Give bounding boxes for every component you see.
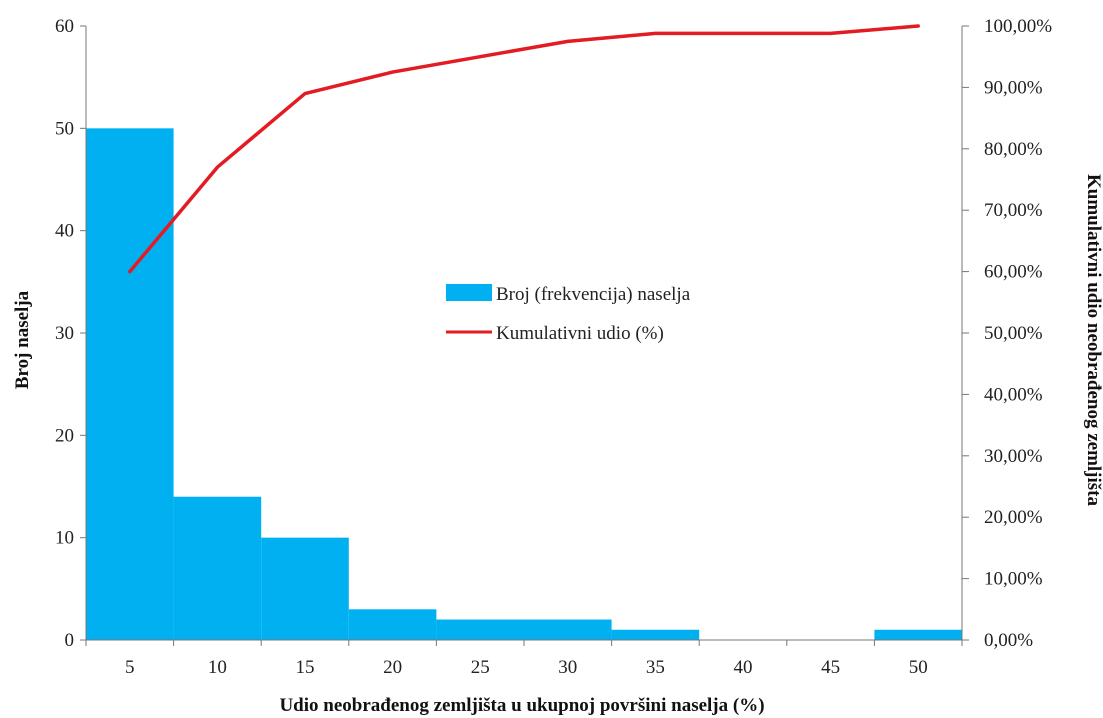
bar (436, 619, 524, 640)
bar (348, 609, 437, 640)
x-tick-label: 15 (296, 657, 315, 678)
y-tick-label: 10 (55, 528, 74, 549)
y-tick-label: 50 (55, 118, 74, 139)
bars-group (86, 128, 962, 641)
y2-tick-label: 0,00% (984, 630, 1033, 651)
x-tick-label: 20 (383, 657, 402, 678)
y2-tick-label: 60,00% (984, 262, 1043, 283)
legend: Broj (frekvencija) naselja Kumulativni u… (446, 284, 691, 344)
y2-tick-label: 50,00% (984, 323, 1043, 344)
x-tick-label: 30 (558, 657, 577, 678)
line-point (566, 39, 570, 43)
y-tick-label: 40 (55, 221, 74, 242)
y2-tick-label: 40,00% (984, 384, 1043, 405)
line-point (829, 31, 833, 35)
y-axis-title: Broj naselja (12, 290, 33, 389)
cumulative-line (128, 24, 920, 274)
bar (86, 128, 174, 641)
y-tick-label: 30 (55, 323, 74, 344)
line-point (391, 70, 395, 74)
bar (261, 537, 349, 640)
x-tick-label: 45 (821, 657, 840, 678)
x-tick-label: 5 (125, 657, 135, 678)
y-tick-label: 20 (55, 425, 74, 446)
legend-swatch-bars (446, 284, 492, 301)
line-point (215, 165, 219, 169)
line-point (653, 31, 657, 35)
line-point (303, 92, 307, 96)
y-tick-label: 0 (65, 630, 75, 651)
x-tick-label: 40 (734, 657, 753, 678)
y2-tick-label: 80,00% (984, 139, 1043, 160)
y2-tick-label: 20,00% (984, 507, 1043, 528)
line-point (741, 31, 745, 35)
axes-group: 0 10 20 30 40 50 60 0,00% 10,00% 20,00% 30,00% 40,0… (55, 16, 1052, 678)
bar (524, 619, 612, 640)
line-point (916, 24, 920, 28)
y2-tick-label: 100,00% (984, 16, 1052, 37)
y2-tick-label: 70,00% (984, 200, 1043, 221)
y2-tick-label: 30,00% (984, 446, 1043, 467)
x-tick-label: 25 (471, 657, 490, 678)
cumulative-line-group (128, 24, 920, 274)
legend-label-line: Kumulativni udio (%) (496, 323, 664, 344)
y2-tick-label: 10,00% (984, 569, 1043, 590)
bar (173, 496, 262, 640)
y2-axis-title: Kumulativni udio neobrađenog zemljišta (1083, 174, 1103, 506)
line-point (128, 270, 132, 274)
y-tick-label: 60 (55, 16, 74, 37)
x-tick-label: 35 (646, 657, 665, 678)
x-axis-title: Udio neobrađenog zemljišta u ukupnoj pov… (279, 695, 764, 716)
x-tick-label: 50 (909, 657, 928, 678)
line-point (478, 55, 482, 59)
bar (874, 629, 962, 640)
bar (611, 629, 700, 640)
y2-tick-label: 90,00% (984, 77, 1043, 98)
x-tick-label: 10 (208, 657, 227, 678)
legend-label-bars: Broj (frekvencija) naselja (496, 284, 691, 305)
